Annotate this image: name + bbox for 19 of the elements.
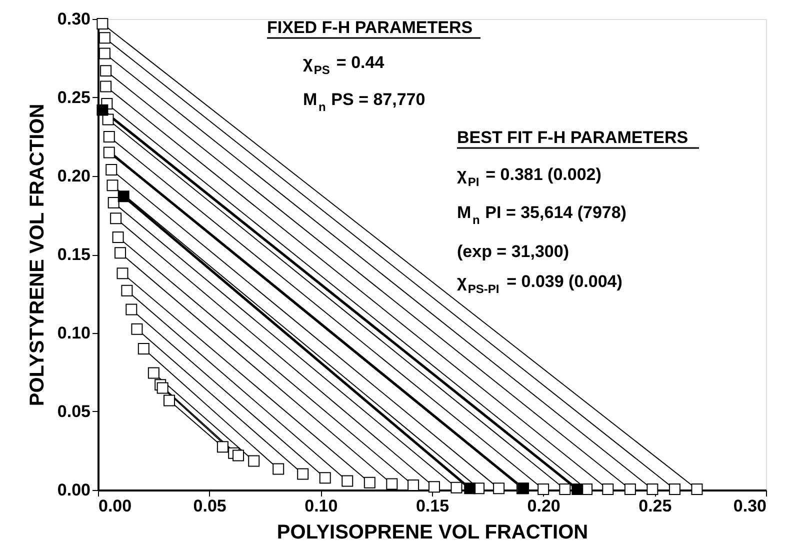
x-tick-label: 0.20 <box>527 496 560 516</box>
y-tick-label: 0.00 <box>57 480 90 500</box>
y-tick-label: 0.20 <box>57 166 90 186</box>
y-tick-label: 0.25 <box>57 88 90 107</box>
y-axis-title: POLYSTYRENE VOL FRACTION <box>26 104 48 406</box>
annotation: (exp = 31,300) <box>457 242 569 261</box>
annotation: FIXED F-H PARAMETERS <box>267 18 473 37</box>
x-tick-label: 0.15 <box>416 496 450 516</box>
x-axis-title: POLYISOPRENE VOL FRACTION <box>276 522 588 544</box>
y-tick-label: 0.15 <box>57 245 90 264</box>
x-tick-label: 0.00 <box>98 496 132 516</box>
y-tick-label: 0.30 <box>57 10 90 28</box>
y-tick-label: 0.05 <box>57 402 90 421</box>
y-tick-label: 0.10 <box>57 324 90 342</box>
annotation: BEST FIT F-H PARAMETERS <box>457 128 688 147</box>
x-tick-label: 0.25 <box>638 496 672 516</box>
x-tick-label: 0.10 <box>304 496 338 516</box>
x-tick-label: 0.05 <box>193 496 226 516</box>
x-tick-label: 0.30 <box>733 496 766 516</box>
